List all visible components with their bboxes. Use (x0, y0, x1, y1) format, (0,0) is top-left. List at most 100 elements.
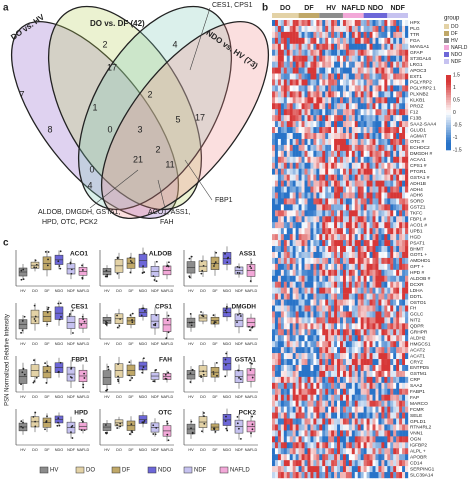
point (190, 321, 193, 324)
heatmap-cell (402, 85, 406, 92)
heatmap-cell (313, 55, 317, 62)
colorbar-step (446, 75, 451, 78)
heatmap-cell (307, 55, 311, 62)
heatmap-cell (363, 460, 367, 467)
heatmap-cell (298, 269, 302, 276)
heatmap-cell (337, 216, 341, 223)
heatmap-cell (357, 73, 361, 80)
heatmap-cell (325, 67, 329, 74)
heatmap-cell (289, 25, 293, 33)
heatmap-cell (310, 364, 314, 372)
row-label: VNN1 (410, 431, 423, 437)
heatmap-cell (405, 382, 409, 389)
heatmap-cell (378, 323, 382, 330)
heatmap-cell (345, 103, 350, 110)
callout: CES1, CPS1 (212, 2, 253, 9)
heatmap-cell (295, 186, 299, 193)
heatmap-cell (304, 180, 308, 187)
heatmap-cell (378, 299, 382, 306)
heatmap-cell (325, 138, 329, 146)
heatmap-cell (351, 73, 355, 80)
heatmap-cell (334, 103, 338, 110)
heatmap-cell (405, 287, 409, 294)
heatmap-cell (363, 150, 367, 158)
heatmap-cell (402, 472, 406, 479)
heatmap-cell (322, 394, 326, 401)
heatmap-cell (369, 281, 373, 288)
heatmap-cell (277, 394, 282, 401)
row-label: GOT1 + (410, 252, 427, 258)
heatmap-cell (360, 144, 364, 152)
heatmap-cell (372, 115, 376, 122)
heatmap-cell (384, 121, 388, 128)
heatmap-cell (354, 240, 358, 247)
heatmap-cell (405, 466, 409, 473)
heatmap-cell (274, 251, 279, 259)
group-bar (319, 13, 343, 18)
heatmap-cell (325, 430, 329, 437)
heatmap-cell (402, 43, 406, 50)
heatmap-cell (331, 376, 335, 384)
heatmap-cell (357, 240, 361, 247)
heatmap-cell (292, 49, 296, 56)
heatmap-cell (384, 204, 388, 211)
heatmap-cell (319, 347, 323, 354)
heatmap-cell (283, 91, 287, 98)
heatmap-cell (301, 472, 305, 479)
heatmap-cell (286, 353, 290, 360)
heatmap-cell (369, 406, 373, 413)
heatmap-cell (363, 257, 367, 265)
row-label: GSTZ1 (410, 205, 426, 211)
heatmap-cell (289, 138, 293, 146)
heatmap-cell (310, 305, 314, 312)
point (83, 320, 86, 323)
heatmap-cell (272, 317, 276, 324)
heatmap-cell (351, 162, 355, 169)
heatmap-cell (378, 138, 382, 146)
point (34, 315, 37, 318)
heatmap-cell (316, 246, 320, 253)
heatmap-cell (307, 418, 311, 425)
heatmap-cell (396, 299, 400, 306)
heatmap-cell (337, 210, 341, 217)
heatmap-cell (342, 400, 347, 407)
heatmap-cell (351, 222, 355, 229)
heatmap-cell (340, 400, 344, 407)
heatmap-cell (272, 156, 276, 163)
point (143, 252, 146, 255)
heatmap-cell (340, 79, 344, 86)
heatmap-cell (366, 418, 370, 425)
heatmap-cell (328, 43, 332, 50)
heatmap-cell (313, 394, 317, 401)
heatmap-cell (399, 20, 403, 27)
heatmap-cell (289, 388, 293, 395)
heatmap-cell (301, 204, 305, 211)
heatmap-cell (387, 323, 391, 330)
heatmap-cell (307, 359, 311, 366)
heatmap-cell (283, 174, 287, 181)
heatmap-cell (357, 43, 361, 50)
heatmap-cell (334, 234, 338, 241)
point (142, 307, 145, 310)
heatmap-cell (396, 25, 400, 33)
heatmap-cell (280, 353, 285, 360)
heatmap-cell (331, 263, 335, 271)
heatmap-cell (348, 388, 353, 395)
heatmap-cell (322, 275, 326, 282)
heatmap-cell (390, 103, 394, 110)
heatmap-cell (292, 121, 296, 128)
heatmap-cell (372, 180, 376, 187)
heatmap-cell (372, 466, 376, 473)
heatmap-cell (399, 394, 403, 401)
heatmap-cell (304, 281, 308, 288)
heatmap-cell (378, 91, 382, 98)
point (141, 368, 144, 371)
heatmap-cell (292, 156, 296, 163)
heatmap-cell (277, 103, 282, 110)
heatmap-cell (277, 73, 282, 80)
heatmap-cell (283, 347, 287, 354)
heatmap-cell (310, 359, 314, 366)
point (152, 380, 155, 383)
heatmap-cell (357, 222, 361, 229)
heatmap-cell (342, 240, 347, 247)
